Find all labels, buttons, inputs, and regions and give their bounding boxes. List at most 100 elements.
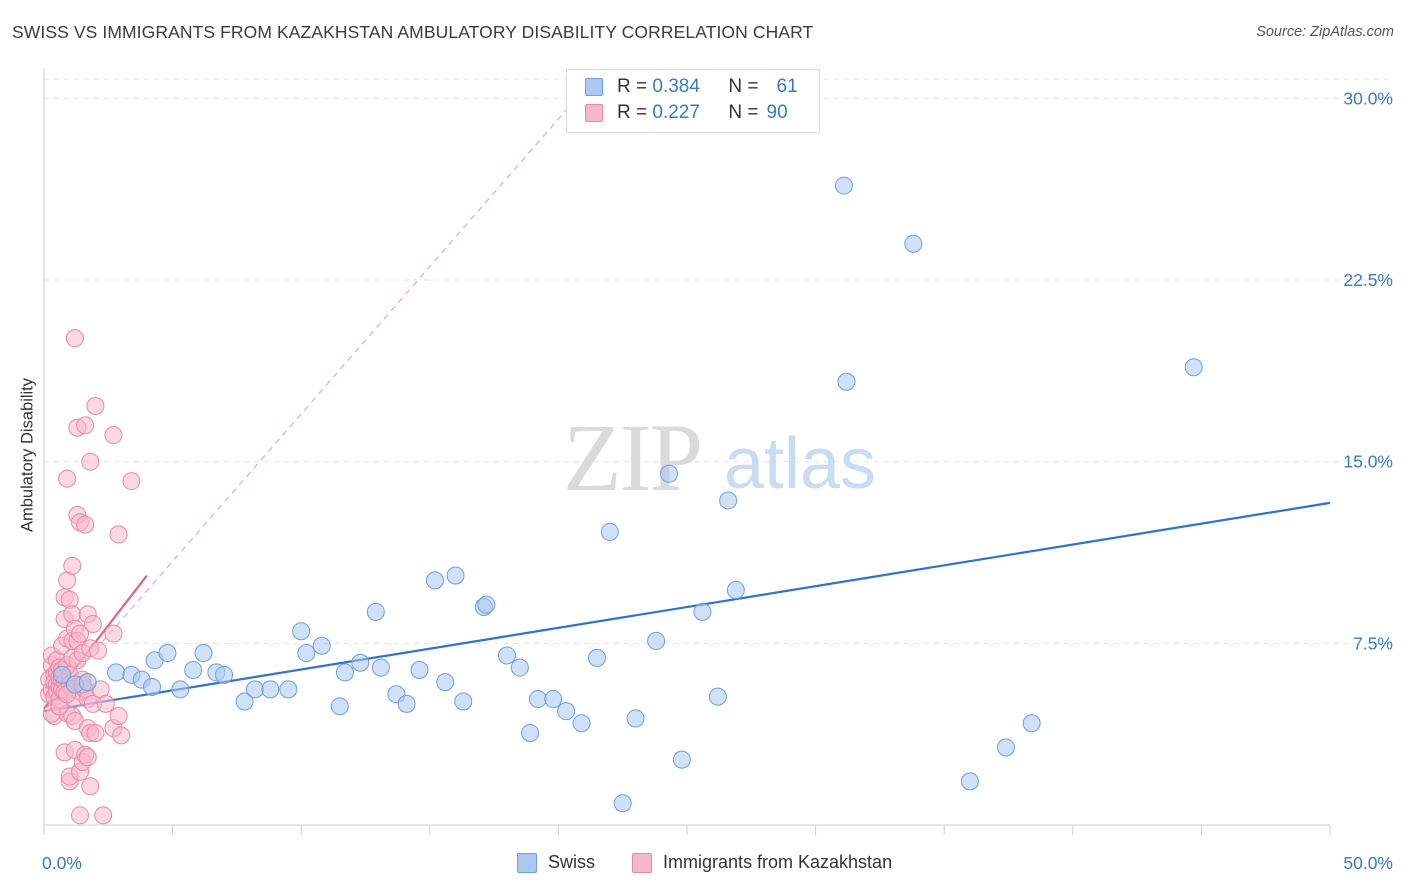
data-point-swiss bbox=[397, 694, 416, 713]
tick-labels: 7.5% 15.0% 22.5% 30.0% 0.0% 50.0% bbox=[42, 88, 1393, 873]
data-point-swiss bbox=[143, 677, 162, 696]
data-point-swiss bbox=[572, 714, 591, 733]
legend-n-value: 61 bbox=[776, 76, 798, 97]
data-point-swiss bbox=[719, 491, 738, 510]
data-point-swiss bbox=[171, 680, 190, 699]
data-point-kazakhstan bbox=[65, 329, 84, 348]
data-point-kazakhstan bbox=[71, 624, 90, 643]
data-point-swiss bbox=[446, 566, 465, 585]
data-point-swiss bbox=[330, 697, 349, 716]
series-legend-swiss[interactable]: Swiss bbox=[517, 852, 595, 873]
data-point-kazakhstan bbox=[109, 707, 128, 726]
data-point-swiss bbox=[693, 602, 712, 621]
data-point-kazakhstan bbox=[94, 806, 113, 825]
data-point-kazakhstan bbox=[89, 641, 108, 660]
data-point-swiss bbox=[312, 636, 331, 655]
x-tick-label: 0.0% bbox=[42, 853, 82, 873]
data-point-kazakhstan bbox=[83, 614, 102, 633]
data-point-swiss bbox=[1022, 714, 1041, 733]
data-point-kazakhstan bbox=[58, 469, 77, 488]
legend-row-kazakhstan: R = 0.227 N = 90 bbox=[585, 102, 788, 124]
data-point-kazakhstan bbox=[86, 723, 105, 742]
trend-line-swiss bbox=[43, 501, 1331, 713]
data-point-kazakhstan bbox=[109, 525, 128, 544]
legend-r-label: R = bbox=[617, 76, 648, 97]
data-point-swiss bbox=[292, 622, 311, 641]
swiss-label: Swiss bbox=[548, 852, 596, 872]
data-point-swiss bbox=[245, 680, 264, 699]
data-point-kazakhstan bbox=[63, 556, 82, 575]
data-point-swiss bbox=[659, 464, 678, 483]
series-legend-kazakhstan[interactable]: Immigrants from Kazakhstan bbox=[632, 852, 892, 873]
kazakhstan-label: Immigrants from Kazakhstan bbox=[663, 852, 893, 872]
data-point-kazakhstan bbox=[112, 726, 131, 745]
source-label: Source: ZipAtlas.com bbox=[1256, 24, 1394, 40]
y-tick-label: 7.5% bbox=[1353, 633, 1393, 653]
data-point-swiss bbox=[613, 794, 632, 813]
data-point-kazakhstan bbox=[76, 515, 95, 534]
y-tick-label: 15.0% bbox=[1343, 452, 1393, 472]
data-point-swiss bbox=[235, 692, 254, 711]
swiss-swatch bbox=[517, 852, 537, 873]
legend-n-label: N = bbox=[728, 76, 759, 97]
watermark: ZIP atlas bbox=[563, 404, 876, 511]
series-legend: Swiss Immigrants from Kazakhstan bbox=[0, 852, 1406, 876]
legend-r-label: R = bbox=[617, 102, 648, 123]
data-point-swiss bbox=[107, 663, 126, 682]
y-tick-label: 30.0% bbox=[1343, 88, 1393, 108]
data-point-swiss bbox=[510, 658, 529, 677]
data-point-swiss bbox=[371, 658, 390, 677]
data-point-swiss bbox=[184, 660, 203, 679]
data-point-swiss bbox=[904, 234, 923, 253]
legend-row-swiss: R = 0.384 N = 61 bbox=[585, 76, 798, 98]
watermark-atlas: atlas bbox=[724, 424, 876, 504]
data-point-swiss bbox=[425, 571, 444, 590]
legend-swatch-swiss bbox=[585, 78, 603, 96]
data-point-swiss bbox=[366, 602, 385, 621]
data-point-swiss bbox=[708, 687, 727, 706]
data-point-swiss bbox=[626, 709, 645, 728]
data-point-swiss bbox=[672, 750, 691, 769]
data-point-swiss bbox=[960, 772, 979, 791]
chart-title: SWISS VS IMMIGRANTS FROM KAZAKHSTAN AMBU… bbox=[12, 22, 814, 42]
data-point-swiss bbox=[410, 660, 429, 679]
data-point-swiss bbox=[279, 680, 298, 699]
data-point-kazakhstan bbox=[86, 396, 105, 415]
data-point-swiss bbox=[544, 690, 563, 709]
data-point-kazakhstan bbox=[81, 777, 100, 796]
data-point-swiss bbox=[1184, 358, 1203, 377]
legend-r-value: 0.384 bbox=[652, 76, 700, 97]
data-point-swiss bbox=[497, 646, 516, 665]
data-point-kazakhstan bbox=[78, 748, 97, 767]
data-point-swiss bbox=[837, 372, 856, 391]
data-point-swiss bbox=[78, 673, 97, 692]
data-point-kazakhstan bbox=[96, 694, 115, 713]
data-point-swiss bbox=[600, 522, 619, 541]
data-point-swiss bbox=[557, 702, 576, 721]
data-point-swiss bbox=[647, 631, 666, 650]
data-point-swiss bbox=[53, 665, 72, 684]
data-point-kazakhstan bbox=[81, 452, 100, 471]
data-point-swiss bbox=[587, 648, 606, 667]
data-point-swiss bbox=[834, 176, 853, 195]
data-point-swiss bbox=[194, 644, 213, 663]
data-point-kazakhstan bbox=[104, 426, 123, 445]
data-point-swiss bbox=[297, 644, 316, 663]
data-point-swiss bbox=[436, 673, 455, 692]
trend-line-kazakhstan-extended bbox=[43, 97, 577, 710]
data-point-swiss bbox=[351, 653, 370, 672]
data-point-swiss bbox=[454, 692, 473, 711]
data-point-swiss bbox=[996, 738, 1015, 757]
x-tick-label: 50.0% bbox=[1343, 853, 1393, 873]
watermark-zip: ZIP bbox=[563, 404, 701, 511]
data-point-kazakhstan bbox=[76, 416, 95, 435]
data-point-swiss bbox=[158, 644, 177, 663]
legend-n-value: 90 bbox=[766, 102, 788, 123]
data-point-swiss bbox=[335, 663, 354, 682]
legend-r-value: 0.227 bbox=[652, 102, 700, 123]
data-point-swiss bbox=[521, 723, 540, 742]
data-point-swiss bbox=[261, 680, 280, 699]
data-point-kazakhstan bbox=[71, 806, 90, 825]
legend-swatch-kazakhstan bbox=[585, 104, 603, 122]
